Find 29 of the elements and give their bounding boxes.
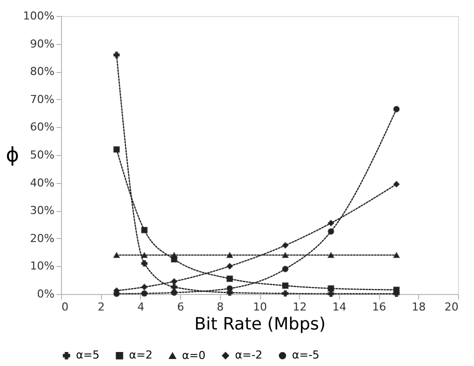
legend-label: α=0	[182, 348, 206, 362]
y-tick-label: 90%	[30, 37, 54, 50]
y-tick-label: 0%	[37, 288, 54, 300]
legend-label: α=-5	[292, 348, 320, 362]
legend-label: α=5	[76, 348, 100, 362]
y-tick-label: 20%	[30, 232, 54, 245]
y-tick-label: 30%	[30, 204, 54, 218]
x-tick-label: 16	[372, 300, 386, 314]
x-tick-label: 2	[98, 300, 105, 314]
x-tick-label: 0	[62, 300, 68, 314]
y-tick-label: 70%	[30, 92, 54, 106]
x-tick-label: 20	[444, 300, 458, 314]
x-tick-label: 18	[412, 300, 426, 314]
legend-label: α=2	[129, 348, 152, 362]
y-tick-label: 100%	[23, 10, 54, 22]
y-tick-label: 50%	[30, 148, 54, 162]
y-tick-label: 40%	[30, 176, 54, 190]
y-tick-label: 60%	[30, 120, 54, 134]
x-tick-label: 8	[216, 300, 224, 314]
x-tick-label: 12	[292, 300, 307, 314]
x-tick-label: 6	[177, 300, 184, 314]
x-tick-label: 4	[137, 300, 144, 314]
x-axis-title: Bit Rate (Mbps)	[194, 314, 326, 334]
y-axis-title: ϕ	[6, 142, 20, 166]
y-tick-label: 10%	[30, 260, 54, 273]
x-tick-label: 10	[253, 300, 267, 314]
legend-label: α=-2	[235, 348, 262, 362]
x-tick-label: 14	[332, 300, 346, 314]
y-tick-label: 80%	[30, 65, 54, 78]
